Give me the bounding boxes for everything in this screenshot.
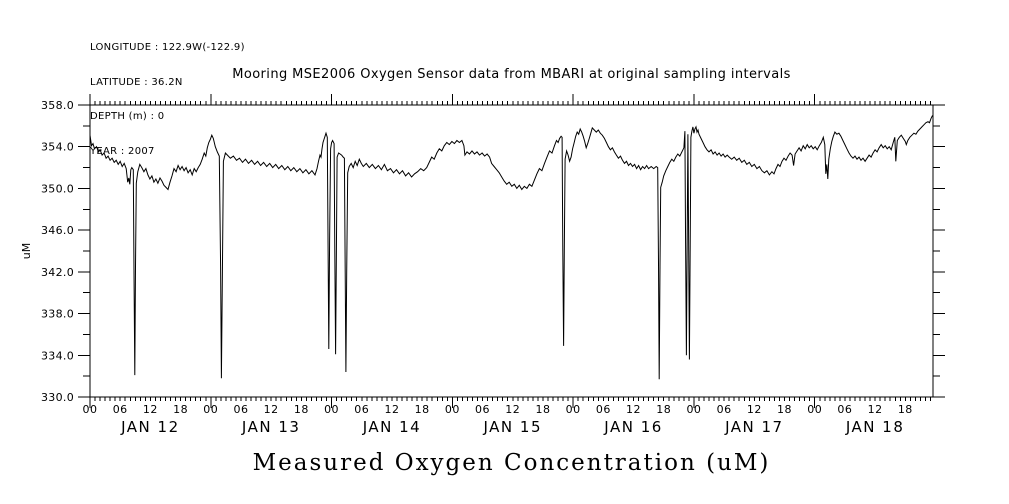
x-hour-label: 12 bbox=[384, 403, 399, 416]
x-day-label: JAN 14 bbox=[362, 418, 422, 436]
y-ticks: 330.0 334.0 338.0 342.0 346.0 350.0 354.0 358.0 bbox=[41, 99, 945, 404]
x-hour-label: 06 bbox=[233, 403, 248, 416]
x-hour-label: 18 bbox=[777, 403, 792, 416]
x-hour-label: 06 bbox=[113, 403, 128, 416]
x-hour-label: 00 bbox=[566, 403, 581, 416]
x-hour-label: 00 bbox=[203, 403, 218, 416]
x-hour-label: 00 bbox=[807, 403, 822, 416]
metadata-year: YEAR : 2007 bbox=[90, 145, 155, 157]
metadata-latitude: LATITUDE : 36.2N bbox=[90, 76, 183, 88]
x-day-label: JAN 12 bbox=[120, 418, 180, 436]
x-hour-label: 18 bbox=[656, 403, 671, 416]
y-tick-label: 354.0 bbox=[41, 141, 74, 154]
x-hour-label: 12 bbox=[868, 403, 883, 416]
x-day-label: JAN 13 bbox=[241, 418, 301, 436]
y-tick-label: 334.0 bbox=[41, 349, 74, 362]
x-hour-label: 00 bbox=[83, 403, 98, 416]
x-hour-label: 18 bbox=[173, 403, 188, 416]
x-hour-label: 18 bbox=[415, 403, 430, 416]
x-hour-label: 00 bbox=[686, 403, 701, 416]
oxygen-data-line bbox=[89, 115, 933, 380]
x-day-label: JAN 17 bbox=[724, 418, 784, 436]
x-day-label: JAN 15 bbox=[483, 418, 543, 436]
x-hour-label: 00 bbox=[324, 403, 339, 416]
y-tick-label: 358.0 bbox=[41, 99, 74, 112]
x-hour-label: 12 bbox=[747, 403, 762, 416]
x-hour-label: 18 bbox=[535, 403, 550, 416]
x-hour-label: 12 bbox=[505, 403, 520, 416]
x-hour-label: 06 bbox=[596, 403, 611, 416]
chart-title: Mooring MSE2006 Oxygen Sensor data from … bbox=[232, 67, 791, 82]
y-tick-label: 350.0 bbox=[41, 182, 74, 195]
x-hour-label: 12 bbox=[143, 403, 158, 416]
x-hour-label: 06 bbox=[717, 403, 732, 416]
x-hour-label: 12 bbox=[626, 403, 641, 416]
x-ticks bbox=[89, 94, 931, 408]
x-hour-label: 06 bbox=[354, 403, 369, 416]
y-tick-label: 346.0 bbox=[41, 224, 74, 237]
x-hour-label: 18 bbox=[898, 403, 913, 416]
x-axis-labels: 00 06 12 18 JAN 12 00 06 12 18 JAN 13 00 06 12 18 JAN … bbox=[83, 403, 913, 436]
y-tick-label: 330.0 bbox=[41, 391, 74, 404]
x-day-label: JAN 16 bbox=[603, 418, 663, 436]
y-tick-label: 338.0 bbox=[41, 308, 74, 321]
x-day-label: JAN 18 bbox=[845, 418, 905, 436]
x-hour-label: 00 bbox=[445, 403, 460, 416]
y-tick-label: 342.0 bbox=[41, 266, 74, 279]
metadata-longitude: LONGITUDE : 122.9W(-122.9) bbox=[90, 42, 245, 53]
metadata-depth: DEPTH (m) : 0 bbox=[90, 111, 165, 122]
x-hour-label: 06 bbox=[475, 403, 490, 416]
x-hour-label: 12 bbox=[264, 403, 279, 416]
x-hour-label: 06 bbox=[837, 403, 852, 416]
header-metadata-block: LONGITUDE : 122.9W(-122.9) LATITUDE : 36… bbox=[90, 19, 245, 169]
x-hour-label: 18 bbox=[294, 403, 309, 416]
x-axis-title: Measured Oxygen Concentration (uM) bbox=[252, 450, 771, 476]
